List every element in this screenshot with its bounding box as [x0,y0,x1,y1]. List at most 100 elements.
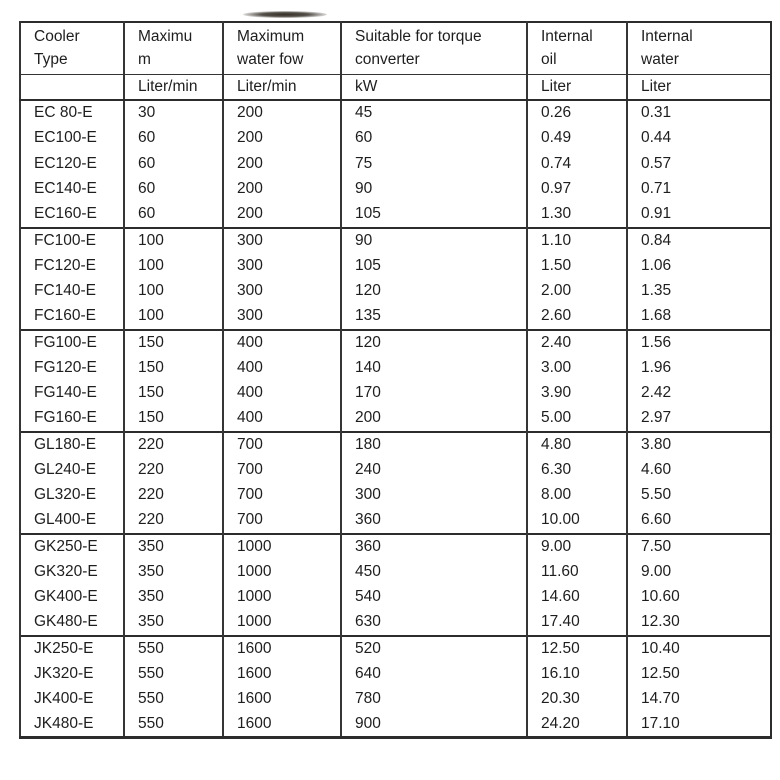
table-row: GK400-E 350 1000 540 14.60 10.60 [19,584,771,610]
cooler-type-cell: FG100-E [19,328,124,355]
unit-maximum-water-flow: Liter/min [222,74,341,101]
torque-kw-cell: 120 [340,278,527,304]
torque-kw-cell: 170 [340,380,527,406]
internal-water-cell: 1.96 [626,355,771,381]
max-liter-cell: 550 [123,634,223,661]
unit-cooler-type [19,74,124,101]
internal-water-cell: 9.00 [626,559,771,585]
max-water-flow-cell: 200 [222,125,341,151]
internal-oil-cell: 2.40 [526,328,627,355]
cooler-type-cell: JK320-E [19,661,124,687]
max-liter-cell: 220 [123,508,223,534]
internal-oil-cell: 2.00 [526,278,627,304]
table-row: FC100-E 100 300 90 1.10 0.84 [19,226,771,253]
cooler-type-cell: FG140-E [19,380,124,406]
cooler-type-cell: GK400-E [19,584,124,610]
internal-oil-cell: 0.74 [526,151,627,177]
max-water-flow-cell: 1000 [222,610,341,636]
cooler-type-cell: FG160-E [19,406,124,432]
torque-kw-cell: 240 [340,457,527,483]
internal-oil-cell: 0.49 [526,125,627,151]
cooler-type-cell: EC120-E [19,151,124,177]
max-water-flow-cell: 300 [222,226,341,253]
internal-oil-cell: 17.40 [526,610,627,636]
torque-kw-cell: 200 [340,406,527,432]
table-row: EC 80-E 30 200 45 0.26 0.31 [19,99,771,126]
header-title-row: Cooler Type Maximu m Maximum water fow S… [19,22,771,75]
internal-water-cell: 2.97 [626,406,771,432]
max-liter-cell: 220 [123,482,223,508]
internal-water-cell: 1.68 [626,304,771,330]
max-liter-cell: 60 [123,125,223,151]
torque-kw-cell: 300 [340,482,527,508]
internal-water-cell: 6.60 [626,508,771,534]
internal-oil-cell: 3.90 [526,380,627,406]
internal-water-cell: 10.40 [626,634,771,661]
table-row: JK320-E 550 1600 640 16.10 12.50 [19,661,771,687]
cooler-type-cell: FC140-E [19,278,124,304]
max-liter-cell: 220 [123,457,223,483]
internal-water-cell: 17.10 [626,712,771,738]
table-row: GL400-E 220 700 360 10.00 6.60 [19,508,771,534]
max-liter-cell: 150 [123,380,223,406]
col-header-torque-converter: Suitable for torque converter [340,22,527,75]
internal-oil-cell: 10.00 [526,508,627,534]
max-liter-cell: 60 [123,151,223,177]
torque-kw-cell: 780 [340,686,527,712]
internal-water-cell: 12.50 [626,661,771,687]
max-liter-cell: 100 [123,226,223,253]
max-liter-cell: 150 [123,328,223,355]
internal-water-cell: 7.50 [626,532,771,559]
max-liter-cell: 150 [123,406,223,432]
table-row: FG160-E 150 400 200 5.00 2.97 [19,406,771,432]
internal-oil-cell: 14.60 [526,584,627,610]
series-group-gl: GL180-E 220 700 180 4.80 3.80 GL240-E 220 700 240… [19,430,771,534]
max-water-flow-cell: 1600 [222,661,341,687]
max-water-flow-cell: 400 [222,328,341,355]
cooler-type-cell: GK320-E [19,559,124,585]
max-water-flow-cell: 700 [222,508,341,534]
torque-kw-cell: 360 [340,532,527,559]
internal-oil-cell: 0.97 [526,176,627,202]
internal-water-cell: 12.30 [626,610,771,636]
cooler-type-cell: GK480-E [19,610,124,636]
max-water-flow-cell: 200 [222,202,341,228]
table-row: GL320-E 220 700 300 8.00 5.50 [19,482,771,508]
max-liter-cell: 350 [123,610,223,636]
internal-oil-cell: 1.10 [526,226,627,253]
torque-kw-cell: 900 [340,712,527,738]
torque-kw-cell: 90 [340,226,527,253]
internal-oil-cell: 8.00 [526,482,627,508]
internal-oil-cell: 1.30 [526,202,627,228]
max-water-flow-cell: 1000 [222,532,341,559]
cooler-type-cell: FG120-E [19,355,124,381]
unit-maximum: Liter/min [123,74,223,101]
max-water-flow-cell: 1600 [222,712,341,738]
torque-kw-cell: 640 [340,661,527,687]
torque-kw-cell: 140 [340,355,527,381]
max-liter-cell: 100 [123,304,223,330]
col-header-cooler-type: Cooler Type [19,22,124,75]
table-row: JK400-E 550 1600 780 20.30 14.70 [19,686,771,712]
max-water-flow-cell: 200 [222,99,341,126]
internal-water-cell: 1.06 [626,253,771,279]
internal-water-cell: 1.35 [626,278,771,304]
table-row: GK320-E 350 1000 450 11.60 9.00 [19,559,771,585]
internal-water-cell: 5.50 [626,482,771,508]
max-water-flow-cell: 300 [222,304,341,330]
torque-kw-cell: 360 [340,508,527,534]
max-liter-cell: 350 [123,559,223,585]
max-water-flow-cell: 400 [222,380,341,406]
cooler-type-cell: GL320-E [19,482,124,508]
cooler-type-cell: JK400-E [19,686,124,712]
series-group-fg: FG100-E 150 400 120 2.40 1.56 FG120-E 150 400 140… [19,328,771,432]
max-water-flow-cell: 700 [222,482,341,508]
table-row: GL180-E 220 700 180 4.80 3.80 [19,430,771,457]
max-water-flow-cell: 300 [222,253,341,279]
cooler-type-cell: GL240-E [19,457,124,483]
internal-water-cell: 0.44 [626,125,771,151]
internal-water-cell: 3.80 [626,430,771,457]
max-liter-cell: 30 [123,99,223,126]
cooler-type-cell: FC120-E [19,253,124,279]
max-water-flow-cell: 400 [222,355,341,381]
